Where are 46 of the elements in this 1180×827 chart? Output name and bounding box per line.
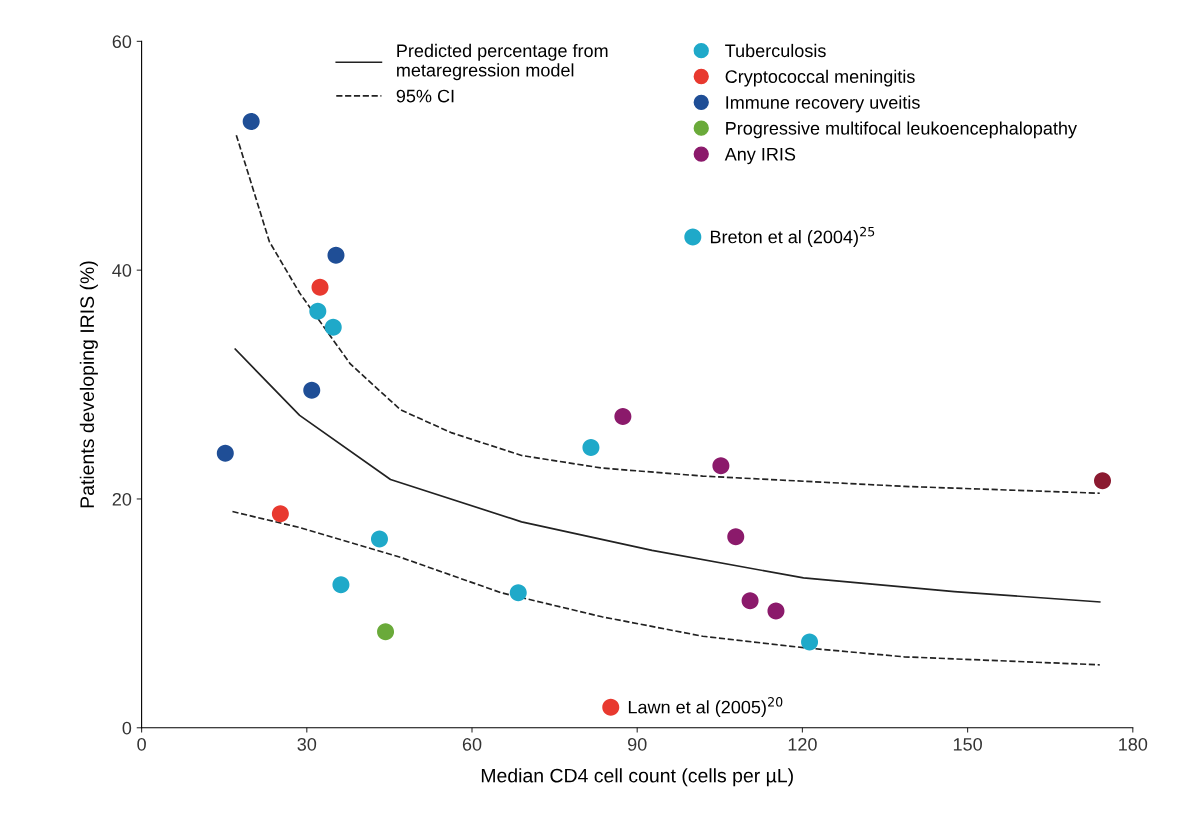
x-tick-label: 120: [788, 737, 817, 751]
point: [216, 444, 234, 462]
x-tick-label: 180: [1119, 737, 1148, 751]
x-axis-title: Median CD4 cell count (cells per µL): [481, 768, 793, 787]
legend-label: Predicted percentage from metaregression model: [397, 43, 608, 81]
legend-label: Cryptococcal meningitis: [725, 69, 915, 87]
point: [767, 602, 785, 620]
point: [727, 528, 745, 546]
point: [324, 318, 342, 336]
y-tick-label: 0: [122, 721, 132, 735]
point: [309, 302, 327, 320]
y-tick-label: 20: [112, 492, 132, 506]
y-tick-label: 40: [112, 264, 132, 277]
x-tick-label: 30: [297, 737, 317, 751]
point: [370, 530, 388, 548]
point: [684, 228, 702, 246]
point: [242, 112, 260, 130]
y-tick-label: 60: [112, 35, 132, 49]
legend-label: Progressive multifocal leukoencephalopathy: [726, 121, 1077, 139]
point: [271, 505, 289, 523]
point: [582, 438, 600, 456]
point: [303, 381, 321, 399]
line-series: [231, 510, 1101, 666]
x-tick-label: 60: [462, 737, 482, 751]
point: [602, 698, 620, 716]
legend-label: Any IRIS: [724, 147, 796, 165]
point: [614, 408, 632, 426]
point: [1094, 472, 1112, 490]
point: [509, 584, 527, 602]
point: [712, 457, 730, 475]
x-tick-label: 0: [137, 737, 146, 751]
point: [741, 592, 759, 610]
point: [327, 246, 345, 264]
legend-label: Immune recovery uveitis: [726, 95, 920, 113]
point: [801, 633, 819, 651]
legend-label: Tuberculosis: [725, 43, 826, 58]
legend-label: 95% CI: [396, 89, 454, 103]
annotation: Breton et al (2004)$^{25}$: [710, 226, 875, 247]
x-tick-label: 90: [628, 737, 647, 751]
point: [377, 623, 395, 641]
point: [311, 278, 329, 296]
line-series: [234, 348, 1101, 603]
x-tick-label: 150: [953, 737, 982, 751]
y-axis-title: Patients developing IRIS (%): [79, 261, 98, 508]
point: [332, 576, 350, 594]
annotation: Lawn et al (2005)$^{20}$: [628, 697, 783, 718]
